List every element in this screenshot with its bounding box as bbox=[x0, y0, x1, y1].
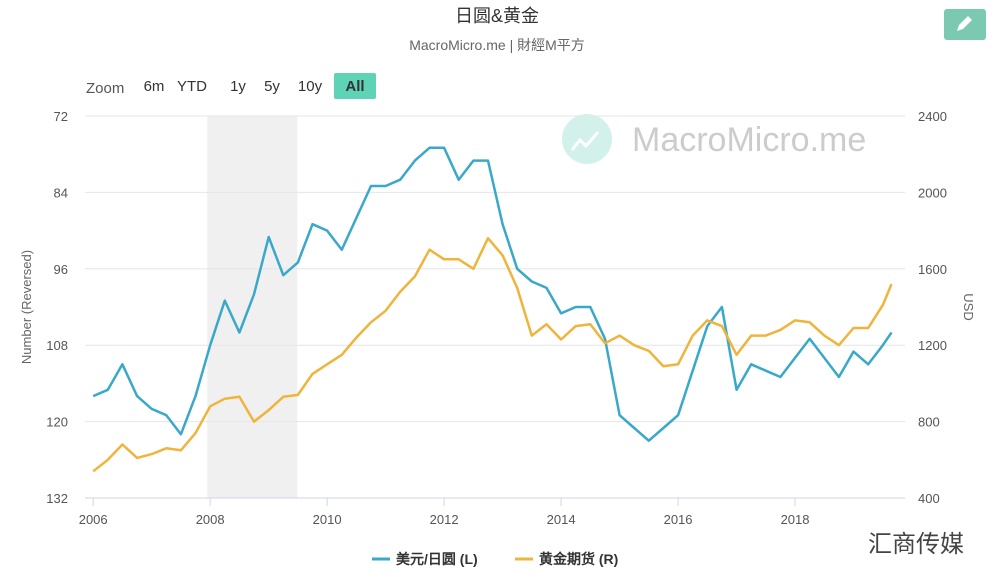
zoom-buttons: 6m YTD 1y 5y 10y All bbox=[144, 73, 376, 99]
edit-icon bbox=[957, 16, 972, 31]
x-tick-label: 2014 bbox=[547, 512, 576, 527]
x-tick-label: 2018 bbox=[781, 512, 810, 527]
watermark: MacroMicro.me bbox=[632, 121, 866, 159]
y2-tick-label: 1200 bbox=[918, 338, 947, 353]
x-tick-label: 2008 bbox=[196, 512, 225, 527]
zoom-button[interactable]: YTD bbox=[177, 78, 207, 95]
zoom-button[interactable]: 6m bbox=[144, 78, 165, 95]
zoom-button[interactable]: 1y bbox=[230, 78, 246, 95]
watermark-logo bbox=[562, 114, 612, 164]
y2-tick-label: 2400 bbox=[918, 109, 947, 124]
y2-axis-title: USD bbox=[961, 293, 976, 320]
y-axis-title: Number (Reversed) bbox=[19, 250, 34, 364]
y-tick-label: 120 bbox=[46, 415, 68, 430]
zoom-label: Zoom bbox=[86, 80, 124, 97]
y-tick-label: 96 bbox=[54, 262, 68, 277]
y-tick-label: 84 bbox=[54, 185, 68, 200]
series-line bbox=[92, 146, 893, 442]
y-tick-label: 132 bbox=[46, 491, 68, 506]
y-tick-label: 72 bbox=[54, 109, 68, 124]
series-line bbox=[92, 236, 893, 473]
x-tick-label: 2010 bbox=[313, 512, 342, 527]
chart-subtitle: MacroMicro.me | 財經M平方 bbox=[409, 37, 585, 53]
legend-item[interactable]: 美元/日圆 (L) bbox=[396, 551, 478, 567]
x-tick-label: 2012 bbox=[430, 512, 459, 527]
zoom-button[interactable]: All bbox=[345, 78, 364, 95]
y2-tick-label: 400 bbox=[918, 491, 940, 506]
zoom-button[interactable]: 10y bbox=[298, 78, 323, 95]
zoom-button[interactable]: 5y bbox=[264, 78, 280, 95]
y2-tick-label: 800 bbox=[918, 415, 940, 430]
legend-item[interactable]: 黄金期货 (R) bbox=[539, 551, 618, 567]
x-tick-label: 2016 bbox=[664, 512, 693, 527]
plot-band bbox=[207, 116, 298, 498]
y2-tick-label: 2000 bbox=[918, 185, 947, 200]
zoom-active-bg bbox=[334, 73, 376, 99]
chart-title: 日圆&黄金 bbox=[455, 6, 539, 26]
corner-watermark: 汇商传媒 bbox=[868, 531, 964, 558]
y2-tick-label: 1600 bbox=[918, 262, 947, 277]
x-tick-label: 2006 bbox=[79, 512, 108, 527]
y-tick-label: 108 bbox=[46, 338, 68, 353]
